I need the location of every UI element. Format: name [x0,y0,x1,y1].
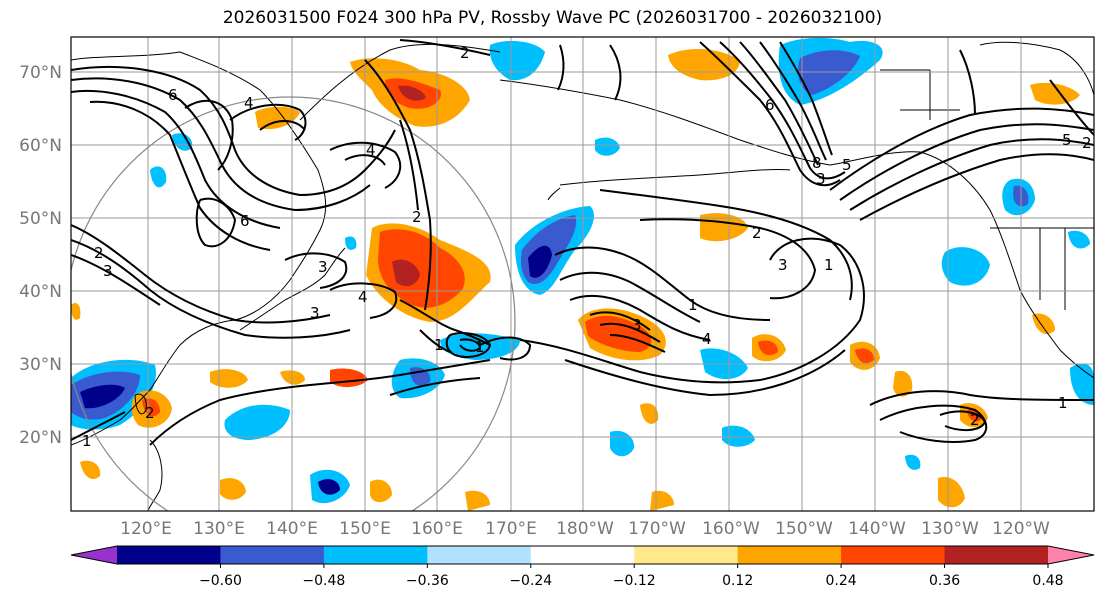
colorbar-tick-label: −0.24 [509,573,552,589]
contour-label: 4 [702,330,712,348]
lon-label: 160°E [411,519,463,539]
contour-label: 2 [752,224,762,242]
contour-label: 8 [812,154,822,172]
lon-label: 120°E [120,519,172,539]
colorbar-segment [530,546,635,564]
colorbar-segment [944,546,1049,564]
lat-label: 50°N [19,209,62,229]
contour-label: 6 [168,86,178,104]
contour-label: 2 [460,44,470,62]
contour-label: 2 [1082,134,1092,152]
colorbar-extend-high [1048,546,1094,564]
lat-label: 30°N [19,355,62,375]
graticule [71,37,1094,511]
colorbar: −0.60 −0.48 −0.36 −0.24 −0.12 0.12 0.24 0.36 0.4… [70,545,1095,589]
lon-label: 130°W [921,519,979,539]
contour-label: 2 [145,404,155,422]
contour-label: 1 [434,336,444,354]
contour-label: 2 [94,244,104,262]
pv-shading [71,37,1094,511]
lon-label: 160°W [702,519,760,539]
contour-label: 1 [688,296,698,314]
lat-label: 60°N [19,136,62,156]
colorbar-segment [220,546,325,564]
lon-label: 170°E [485,519,537,539]
longitude-labels: 120°E 130°E 140°E 150°E 160°E 170°E 180°… [120,519,1050,539]
contour-label: 4 [366,141,376,159]
contour-label: 4 [358,288,368,306]
colorbar-extend-low [71,546,117,564]
contour-label: 3 [816,170,826,188]
contour-label: 6 [765,96,775,114]
pv-contours [71,39,1094,446]
colorbar-tick-label: 0.24 [826,573,857,589]
colorbar-segment [117,546,221,564]
contour-label: 4 [244,94,254,112]
contour-label: 2 [412,208,422,226]
lon-label: 180°W [556,519,614,539]
contour-label: 5 [842,156,852,174]
lon-label: 150°E [339,519,391,539]
map-frame [70,36,1095,512]
lat-label: 70°N [19,63,62,83]
colorbar-outline [70,545,1095,565]
lon-label: 120°W [992,519,1050,539]
contour-label: 3 [310,304,320,322]
reference-circle [71,96,516,511]
colorbar-segment [737,546,842,564]
colorbar-segment [323,546,428,564]
contour-label: 3 [632,316,642,334]
lat-label: 20°N [19,428,62,448]
lon-label: 150°W [775,519,833,539]
contour-label: 2 [970,411,980,429]
latitude-labels: 70°N 60°N 50°N 40°N 30°N 20°N [19,63,62,448]
coastlines [71,41,1094,511]
contour-label: 1 [1058,394,1068,412]
contour-label: 3 [778,256,788,274]
map-title: 2026031500 F024 300 hPa PV, Rossby Wave … [222,8,883,28]
contour-label: 1 [82,432,92,450]
contour-label: 5 [1062,131,1072,149]
lon-label: 170°W [628,519,686,539]
colorbar-segment [427,546,532,564]
contour-label: 6 [240,212,250,230]
colorbar-tick-label: 0.36 [929,573,960,589]
colorbar-tick-label: −0.60 [199,573,242,589]
contour-label: 1 [824,256,834,274]
lon-label: 140°W [848,519,906,539]
colorbar-segment [841,546,946,564]
lat-label: 40°N [19,282,62,302]
contour-label: 1 [475,338,485,356]
contour-label: 3 [103,262,113,280]
contour-label: 3 [318,258,328,276]
colorbar-tick-label: 0.48 [1032,573,1063,589]
colorbar-tick-label: 0.12 [722,573,753,589]
colorbar-tick-label: −0.12 [613,573,656,589]
colorbar-tick-label: −0.36 [406,573,449,589]
colorbar-tick-label: −0.48 [302,573,345,589]
colorbar-segment [634,546,739,564]
lon-label: 130°E [193,519,245,539]
lon-label: 140°E [266,519,318,539]
contour-labels: 2 6 4 2 3 6 4 2 3 3 4 1 3 1 2 3 4 1 6 8 … [82,44,1092,450]
